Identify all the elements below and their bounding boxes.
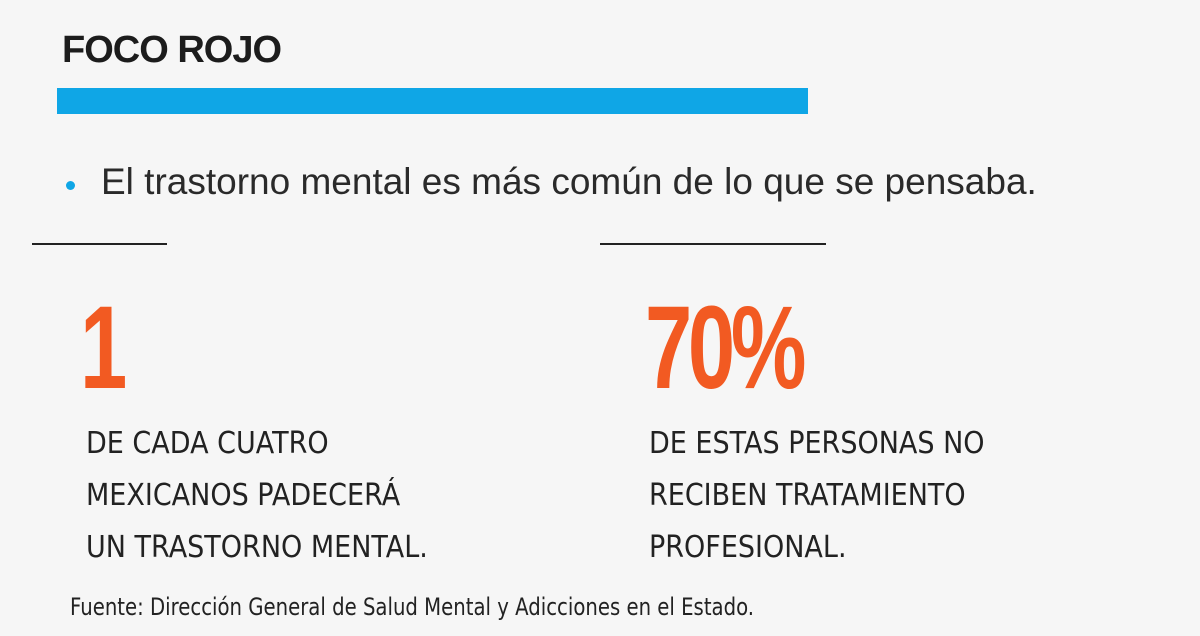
divider-left bbox=[32, 243, 167, 245]
stat-number: 70% bbox=[645, 282, 806, 414]
stat-description-line: UN TRASTORNO MENTAL. bbox=[86, 530, 428, 565]
bullet-dot-icon bbox=[66, 180, 75, 190]
stat-number: 1 bbox=[80, 282, 127, 414]
stat-block-one-in-four: 1 DE CADA CUATRO MEXICANOS PADECERÁ UN T… bbox=[80, 282, 466, 574]
page-title: FOCO ROJO bbox=[62, 29, 282, 71]
divider-right bbox=[600, 243, 826, 245]
stat-description: DE CADA CUATRO MEXICANOS PADECERÁ UN TRA… bbox=[86, 418, 428, 574]
source-note: Fuente: Dirección General de Salud Menta… bbox=[70, 593, 755, 621]
stat-description-line: DE ESTAS PERSONAS NO bbox=[649, 426, 985, 461]
stat-description: DE ESTAS PERSONAS NO RECIBEN TRATAMIENTO… bbox=[649, 418, 985, 574]
stat-description-line: RECIBEN TRATAMIENTO bbox=[649, 478, 966, 513]
bullet-item: El trastorno mental es más común de lo q… bbox=[66, 158, 1037, 206]
stat-description-line: DE CADA CUATRO bbox=[86, 426, 329, 461]
stat-block-seventy-percent: 70% DE ESTAS PERSONAS NO RECIBEN TRATAMI… bbox=[645, 282, 1022, 574]
accent-bar bbox=[57, 88, 808, 114]
bullet-text: El trastorno mental es más común de lo q… bbox=[101, 161, 1037, 202]
stat-description-line: PROFESIONAL. bbox=[649, 530, 847, 565]
stat-description-line: MEXICANOS PADECERÁ bbox=[86, 478, 401, 513]
